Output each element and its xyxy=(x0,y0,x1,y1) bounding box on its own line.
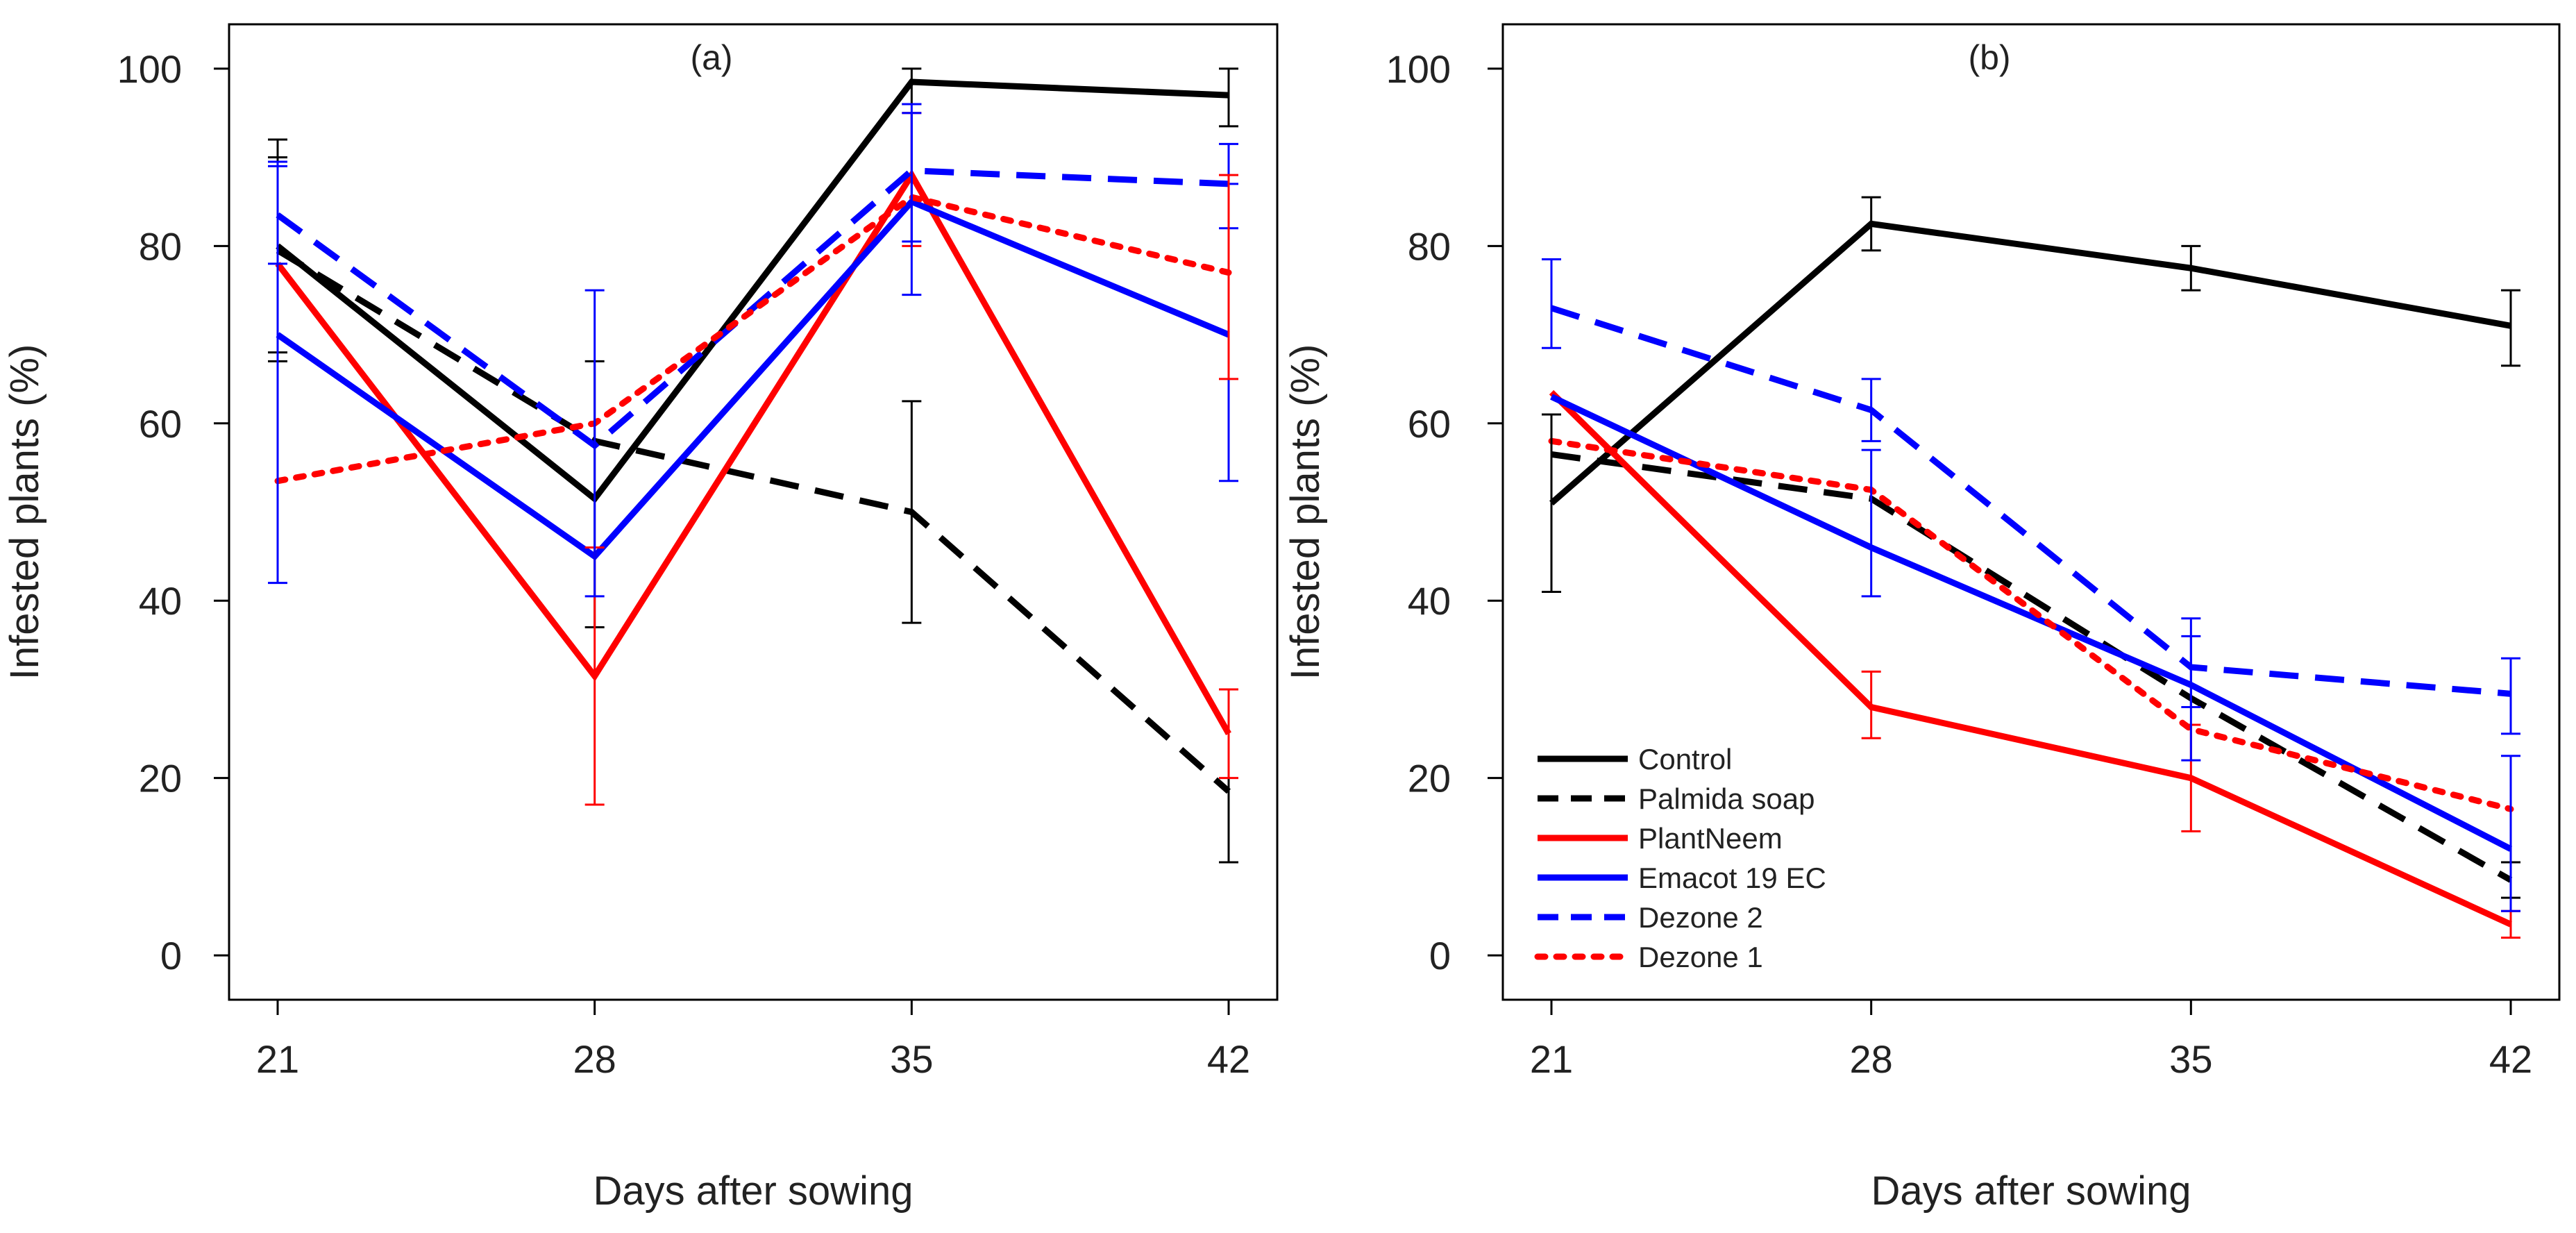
y-tick-label: 20 xyxy=(139,757,182,800)
error-bar-control xyxy=(1861,196,1881,252)
legend-item-dezone-2: Dezone 2 xyxy=(1538,901,1763,934)
legend-label: Palmida soap xyxy=(1638,782,1815,815)
x-tick-label: 28 xyxy=(1850,1037,1893,1081)
y-tick-label: 40 xyxy=(1408,579,1451,623)
x-tick-label: 42 xyxy=(2489,1037,2532,1081)
x-tick-label: 21 xyxy=(1530,1037,1573,1081)
y-tick-label: 20 xyxy=(1408,757,1451,800)
series-line-emacot-19-ec xyxy=(1550,394,2513,852)
x-tick-label: 35 xyxy=(890,1037,933,1081)
y-tick-label: 80 xyxy=(1408,224,1451,268)
plot-frame xyxy=(228,23,1279,1001)
y-tick-label: 0 xyxy=(1429,934,1451,978)
y-tick-label: 60 xyxy=(139,402,182,446)
series-line-palmida-soap xyxy=(1551,451,2513,883)
series-line-control xyxy=(1549,220,2511,506)
error-bar-dezone-2 xyxy=(268,160,287,265)
error-bar-dezone-2 xyxy=(1542,258,1561,349)
error-bar-plantneem xyxy=(1219,688,1238,780)
error-bar-dezone-2 xyxy=(2181,635,2201,708)
error-bar-dezone-2 xyxy=(1861,378,1881,442)
chart-panel-b: 0 20 40 60 80 100 21 28 35 42 Days after sowing Inf… xyxy=(1283,23,2561,1214)
legend-item-dezone-1: Dezone 1 xyxy=(1534,941,1763,973)
error-bar-palmida-soap xyxy=(902,400,922,624)
legend: Control Palmida soap PlantNeem Emacot 19 EC… xyxy=(1534,743,1826,973)
x-tick-label: 42 xyxy=(1207,1037,1250,1081)
x-tick-label: 21 xyxy=(256,1037,299,1081)
y-tick-label: 60 xyxy=(1408,402,1451,446)
series-line-plantneem xyxy=(1549,389,2512,928)
error-bar-emacot-19-ec xyxy=(1861,448,1881,598)
series-line-plantneem xyxy=(275,169,1231,736)
panel-label: (a) xyxy=(690,38,732,77)
error-bar-control xyxy=(1219,67,1238,128)
y-tick-label: 100 xyxy=(1386,47,1451,91)
x-axis-title: Days after sowing xyxy=(594,1168,914,1214)
y-tick-label: 100 xyxy=(117,47,182,91)
x-tick-label: 35 xyxy=(2169,1037,2212,1081)
series-line-control xyxy=(276,78,1229,503)
error-bar-dezone-1 xyxy=(1219,174,1238,380)
legend-label: PlantNeem xyxy=(1638,822,1783,855)
chart-panel-a: 0 20 40 60 80 100 21 28 35 42 Days after sowing Inf… xyxy=(2,23,1279,1214)
legend-label: Dezone 2 xyxy=(1638,901,1763,934)
legend-item-palmida-soap: Palmida soap xyxy=(1538,782,1815,815)
legend-item-plantneem: PlantNeem xyxy=(1538,822,1783,855)
x-tick-label: 28 xyxy=(573,1037,616,1081)
y-axis-title: Infested plants (%) xyxy=(2,344,47,680)
error-bar-dezone-2 xyxy=(902,103,922,243)
y-tick-label: 40 xyxy=(139,579,182,623)
error-bar-control xyxy=(2181,244,2201,292)
error-bar-dezone-2 xyxy=(2501,657,2520,735)
error-bar-control xyxy=(1542,413,1561,593)
error-bar-dezone-2 xyxy=(584,289,605,598)
series-line-dezone-2 xyxy=(1550,305,2511,697)
series-line-emacot-19-ec xyxy=(276,198,1230,561)
legend-label: Emacot 19 EC xyxy=(1638,862,1826,894)
plot-frame xyxy=(1501,23,2561,1001)
legend-item-emacot-19-ec: Emacot 19 EC xyxy=(1538,862,1826,894)
error-bar-plantneem xyxy=(1861,670,1881,739)
y-axis-title: Infested plants (%) xyxy=(1283,344,1328,680)
y-tick-label: 0 xyxy=(160,934,182,978)
error-bar-control xyxy=(2501,289,2520,367)
legend-label: Control xyxy=(1638,743,1732,775)
y-tick-label: 80 xyxy=(139,224,182,268)
error-bar-emacot-19-ec xyxy=(2501,755,2520,912)
series-line-dezone-2 xyxy=(276,167,1229,450)
series-line-dezone-1 xyxy=(1548,437,2514,812)
panel-label: (b) xyxy=(1968,38,2010,77)
series-line-dezone-1 xyxy=(274,194,1232,485)
legend-label: Dezone 1 xyxy=(1638,941,1763,973)
x-axis-title: Days after sowing xyxy=(1871,1168,2191,1214)
legend-item-control: Control xyxy=(1538,743,1732,775)
series-line-palmida-soap xyxy=(276,247,1231,794)
